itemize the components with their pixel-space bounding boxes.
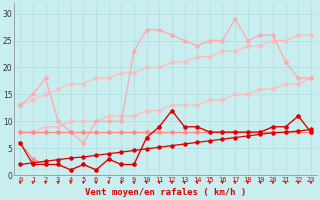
X-axis label: Vent moyen/en rafales ( km/h ): Vent moyen/en rafales ( km/h ) [85,188,246,197]
